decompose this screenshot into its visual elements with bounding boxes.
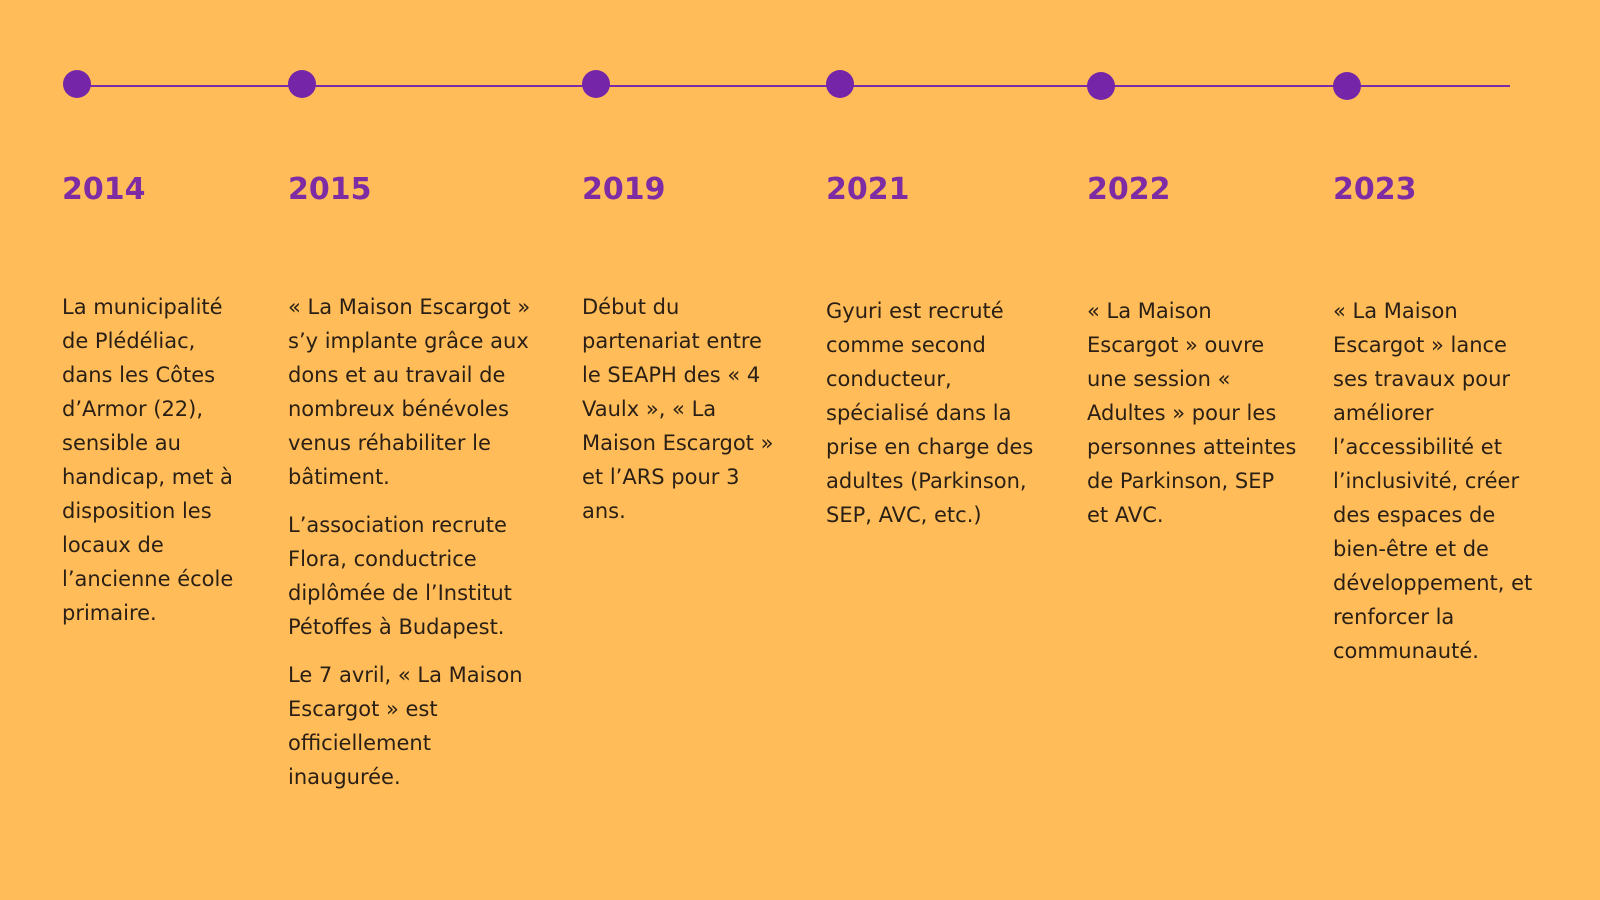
year-label-2021: 2021 [826,172,910,207]
event-paragraph: Début du partenariat entre le SEAPH des … [582,295,774,523]
event-paragraph: « La Maison Escargot » s’y implante grâc… [288,295,531,489]
timeline-dot-2014 [63,70,91,98]
timeline-dot-2015 [288,70,316,98]
timeline-dot-2022 [1087,72,1115,100]
event-paragraph: La municipalité de Plédéliac, dans les C… [62,295,234,625]
event-description-2014: La municipalité de Plédéliac, dans les C… [62,290,247,644]
timeline-dot-2023 [1333,72,1361,100]
event-paragraph: « La Maison Escargot » lance ses travaux… [1333,299,1533,663]
event-paragraph: Le 7 avril, « La Maison Escargot » est o… [288,663,523,789]
year-label-2023: 2023 [1333,172,1417,207]
event-description-2022: « La Maison Escargot » ouvre une session… [1087,294,1297,546]
event-description-2015: « La Maison Escargot » s’y implante grâc… [288,290,543,808]
event-description-2019: Début du partenariat entre le SEAPH des … [582,290,787,542]
year-label-2022: 2022 [1087,172,1171,207]
event-description-2021: Gyuri est recruté comme second conducteu… [826,294,1046,546]
event-paragraph: « La Maison Escargot » ouvre une session… [1087,299,1297,527]
timeline-line [76,85,1510,87]
timeline-dot-2021 [826,70,854,98]
timeline-dot-2019 [582,70,610,98]
year-label-2019: 2019 [582,172,666,207]
year-label-2014: 2014 [62,172,146,207]
year-label-2015: 2015 [288,172,372,207]
event-paragraph: L’association recrute Flora, conductrice… [288,513,512,639]
event-paragraph: Gyuri est recruté comme second conducteu… [826,299,1034,527]
event-description-2023: « La Maison Escargot » lance ses travaux… [1333,294,1548,682]
